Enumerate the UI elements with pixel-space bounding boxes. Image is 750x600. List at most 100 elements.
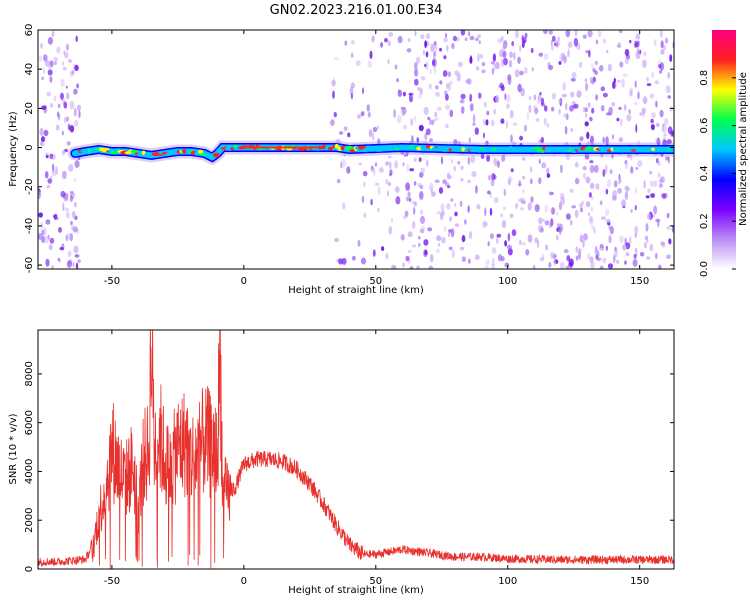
noise-speck: [447, 232, 451, 238]
noise-speck: [402, 91, 406, 97]
noise-speck: [654, 252, 658, 260]
noise-speck: [664, 118, 669, 126]
noise-speck: [404, 210, 409, 217]
noise-speck: [485, 140, 489, 146]
noise-speck: [608, 106, 613, 116]
noise-speck: [442, 179, 447, 185]
noise-speck: [44, 171, 49, 179]
noise-speck: [491, 119, 495, 127]
noise-speck: [557, 36, 560, 42]
noise-speck: [376, 125, 380, 130]
noise-speck: [570, 128, 573, 132]
noise-speck: [449, 80, 454, 85]
band-segment: [165, 152, 172, 156]
noise-speck: [579, 136, 584, 142]
noise-speck: [437, 106, 442, 112]
noise-speck: [565, 265, 569, 269]
noise-speck: [582, 165, 587, 171]
noise-speck: [447, 71, 451, 78]
noise-speck: [650, 118, 654, 124]
noise-speck: [394, 186, 400, 194]
noise-speck: [432, 58, 438, 67]
noise-speck: [501, 220, 507, 229]
noise-speck: [624, 159, 628, 165]
noise-speck: [484, 207, 487, 217]
noise-speck: [588, 192, 592, 198]
noise-speck: [469, 93, 473, 102]
noise-speck: [406, 196, 409, 202]
noise-speck: [659, 62, 665, 71]
x-tick-label: 150: [630, 576, 649, 587]
noise-speck: [57, 257, 61, 262]
noise-speck: [555, 234, 559, 241]
noise-speck: [653, 39, 657, 47]
noise-speck: [441, 210, 445, 217]
y-tick-label: 0: [24, 566, 35, 572]
noise-speck: [519, 45, 522, 52]
noise-speck: [548, 190, 551, 196]
noise-speck: [526, 112, 530, 121]
noise-speck: [591, 107, 595, 114]
noise-speck: [491, 247, 497, 254]
noise-speck: [422, 49, 425, 56]
noise-speck: [330, 119, 335, 126]
noise-speck: [402, 106, 407, 115]
noise-speck: [546, 173, 551, 178]
colorbar-tick-label: 0.4: [699, 165, 710, 181]
noise-speck: [429, 69, 432, 75]
band-segment: [663, 147, 669, 152]
noise-speck: [517, 83, 522, 93]
noise-speck: [389, 173, 392, 177]
noise-speck: [616, 79, 621, 83]
noise-speck: [418, 124, 424, 132]
noise-speck: [49, 175, 53, 180]
noise-speck: [450, 228, 455, 238]
noise-speck: [661, 242, 666, 248]
noise-speck: [397, 89, 403, 97]
noise-speck: [434, 117, 439, 121]
noise-speck: [362, 170, 368, 177]
noise-speck: [587, 102, 591, 108]
noise-speck: [573, 103, 579, 109]
band-segment: [141, 150, 146, 155]
noise-speck: [600, 104, 605, 112]
y-tick-label: -40: [24, 218, 35, 234]
noise-speck: [73, 88, 78, 95]
noise-speck: [58, 227, 62, 233]
noise-speck: [493, 197, 499, 204]
noise-speck: [593, 164, 599, 173]
noise-speck: [43, 67, 45, 75]
noise-speck: [598, 65, 604, 72]
noise-speck: [459, 246, 465, 251]
spectrogram-x-axis-label: Height of straight line (km): [288, 285, 424, 296]
band-segment: [362, 148, 368, 153]
noise-speck: [654, 180, 658, 188]
noise-speck: [643, 180, 646, 189]
noise-speck: [76, 83, 80, 89]
band-segment: [479, 146, 485, 150]
noise-speck: [49, 60, 54, 68]
band-segment: [477, 149, 481, 153]
noise-speck: [626, 114, 632, 122]
noise-speck: [592, 68, 596, 73]
noise-speck: [613, 77, 616, 83]
noise-speck: [602, 38, 606, 44]
noise-speck: [633, 101, 638, 106]
noise-speck: [401, 262, 405, 268]
noise-speck: [507, 74, 512, 81]
noise-speck: [585, 82, 589, 92]
noise-speck: [451, 43, 455, 50]
band-segment: [604, 146, 608, 151]
noise-speck: [436, 211, 442, 215]
band-segment: [420, 146, 424, 150]
noise-speck: [650, 124, 655, 131]
noise-speck: [618, 106, 622, 110]
noise-speck: [62, 66, 67, 71]
noise-speck: [570, 219, 573, 226]
noise-speck: [350, 92, 353, 100]
noise-speck: [61, 130, 64, 136]
noise-speck: [496, 233, 502, 238]
noise-speck: [600, 86, 605, 92]
noise-speck: [667, 95, 671, 99]
noise-speck: [64, 207, 69, 212]
